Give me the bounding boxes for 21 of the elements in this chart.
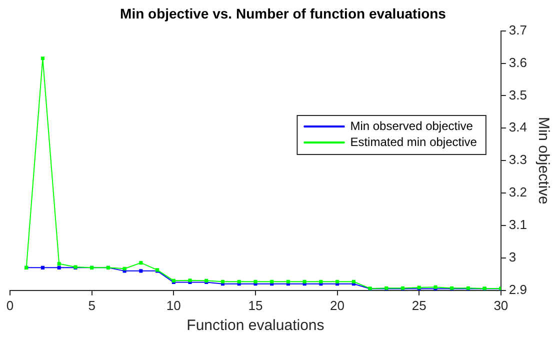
- x-tick-label: 25: [412, 298, 426, 313]
- y-tick-label: 3.5: [508, 87, 528, 102]
- x-tick-label: 10: [166, 298, 181, 313]
- y-tick-label: 3.2: [508, 184, 528, 200]
- x-tick-label: 15: [248, 298, 263, 313]
- x-tick-label: 30: [494, 298, 508, 313]
- legend-label: Min observed objective: [350, 118, 474, 133]
- y-axis-title: Min objective: [534, 116, 552, 204]
- y-tick-label: 2.9: [508, 282, 528, 297]
- y-tick-label: 3.1: [508, 217, 528, 232]
- chart-title: Min objective vs. Number of function evaluations: [120, 5, 446, 22]
- legend-label: Estimated min objective: [350, 134, 478, 149]
- y-tick-label: 3.3: [508, 152, 528, 168]
- x-tick-label: 5: [88, 298, 96, 313]
- y-tick-label: 3.6: [508, 54, 528, 70]
- y-tick-label: 3.7: [508, 22, 528, 38]
- y-tick-label: 3: [508, 250, 516, 265]
- x-axis-title: Function evaluations: [186, 317, 324, 334]
- x-tick-label: 20: [330, 298, 345, 313]
- x-tick-label: 0: [6, 298, 14, 313]
- y-tick-label: 3.4: [508, 120, 528, 135]
